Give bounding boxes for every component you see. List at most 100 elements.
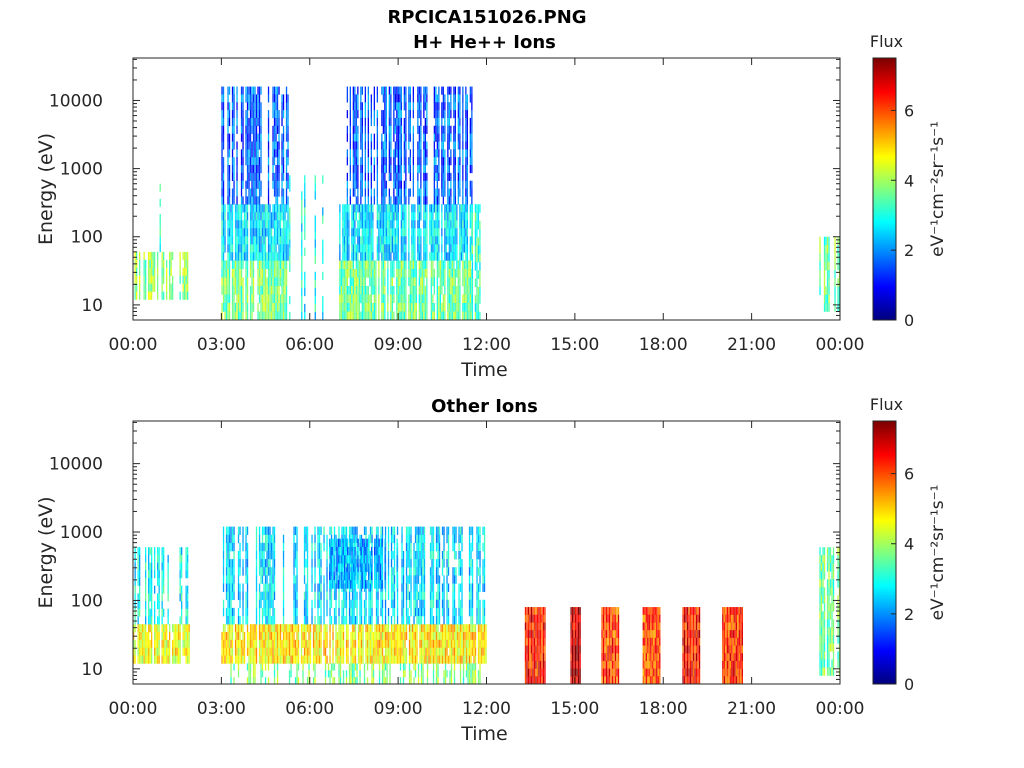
flux-cell [393, 647, 396, 656]
flux-cell [465, 94, 467, 103]
flux-cell [442, 86, 445, 95]
flux-cell [466, 252, 469, 261]
flux-cell [234, 285, 237, 295]
flux-cell [411, 655, 414, 664]
flux-cell [266, 542, 268, 552]
flux-cell [433, 141, 436, 150]
colorbar-swatch [873, 79, 896, 83]
flux-cell [291, 639, 294, 648]
flux-cell [438, 212, 440, 221]
flux-cell [476, 229, 478, 238]
flux-cell [314, 175, 316, 184]
flux-cell [453, 133, 455, 142]
flux-cell [411, 294, 413, 304]
flux-cell [435, 639, 438, 648]
flux-cell [285, 188, 288, 197]
flux-cell [352, 252, 355, 261]
flux-cell [408, 102, 410, 111]
flux-cell [417, 165, 419, 174]
flux-cell [348, 677, 351, 685]
flux-cell [255, 551, 258, 560]
flux-cell [425, 639, 427, 648]
flux-cell [403, 285, 406, 295]
flux-cell [476, 237, 478, 246]
flux-cell [479, 262, 481, 271]
flux-cell [348, 268, 350, 278]
flux-cell [485, 639, 487, 648]
flux-cell [158, 624, 160, 633]
flux-cell [282, 236, 285, 245]
flux-cell [276, 196, 279, 205]
flux-cell [252, 260, 255, 270]
flux-cell [360, 252, 362, 261]
flux-cell [450, 260, 452, 270]
flux-cell [363, 294, 365, 304]
flux-cell [360, 260, 362, 270]
flux-cell [390, 133, 392, 142]
flux-cell [360, 172, 362, 181]
flux-cell [447, 228, 449, 237]
flux-cell [169, 267, 171, 276]
flux-cell [354, 165, 356, 174]
flux-cell [363, 302, 365, 312]
flux-cell [402, 244, 404, 253]
flux-cell [819, 236, 821, 246]
flux-cell [257, 196, 259, 205]
flux-cell [154, 632, 156, 641]
flux-cell [828, 236, 830, 246]
flux-cell [473, 647, 475, 656]
flux-cell [447, 165, 449, 174]
flux-cell [225, 575, 228, 584]
flux-cell [342, 624, 345, 633]
flux-cell [275, 188, 277, 197]
flux-cell [297, 624, 300, 633]
flux-cell [225, 285, 228, 295]
flux-cell [233, 677, 235, 685]
colorbar-swatch [873, 306, 896, 310]
flux-cell [260, 244, 262, 253]
flux-cell [357, 165, 359, 174]
colorbar-swatch [873, 241, 896, 244]
flux-cell [397, 133, 400, 142]
flux-cell [441, 632, 444, 641]
flux-cell [269, 236, 271, 245]
flux-cell [273, 616, 276, 625]
colorbar-swatch [873, 309, 896, 312]
flux-cell [245, 526, 247, 536]
flux-cell [430, 236, 433, 245]
flux-cell [382, 252, 385, 261]
flux-cell [420, 624, 423, 633]
flux-cell [421, 277, 424, 287]
flux-cell [462, 188, 464, 197]
flux-cell [227, 141, 229, 150]
flux-cell [348, 663, 351, 671]
flux-cell [468, 302, 470, 312]
flux-cell [383, 663, 385, 671]
colorbar-swatch [873, 145, 896, 148]
flux-cell [248, 663, 250, 671]
flux-cell [273, 663, 276, 671]
flux-cell [364, 110, 367, 119]
flux-cell [350, 655, 352, 664]
flux-cell [272, 647, 274, 656]
flux-cell [459, 268, 461, 278]
flux-cell [367, 212, 370, 221]
flux-cell [327, 670, 330, 678]
flux-cell [270, 212, 273, 221]
flux-cell [396, 285, 398, 295]
flux-cell [228, 228, 231, 237]
colorbar-swatch [873, 90, 896, 94]
flux-cell [148, 283, 150, 292]
flux-cell [249, 624, 252, 633]
flux-cell [188, 647, 190, 656]
flux-cell [354, 133, 356, 142]
flux-cell [471, 102, 473, 111]
colorbar-swatch [873, 226, 896, 229]
flux-cell [417, 220, 419, 229]
flux-cell [471, 639, 474, 648]
flux-cell [365, 655, 367, 664]
colorbar-swatch [873, 158, 896, 162]
flux-cell [269, 632, 271, 641]
flux-cell [242, 252, 244, 261]
flux-cell [352, 110, 355, 119]
